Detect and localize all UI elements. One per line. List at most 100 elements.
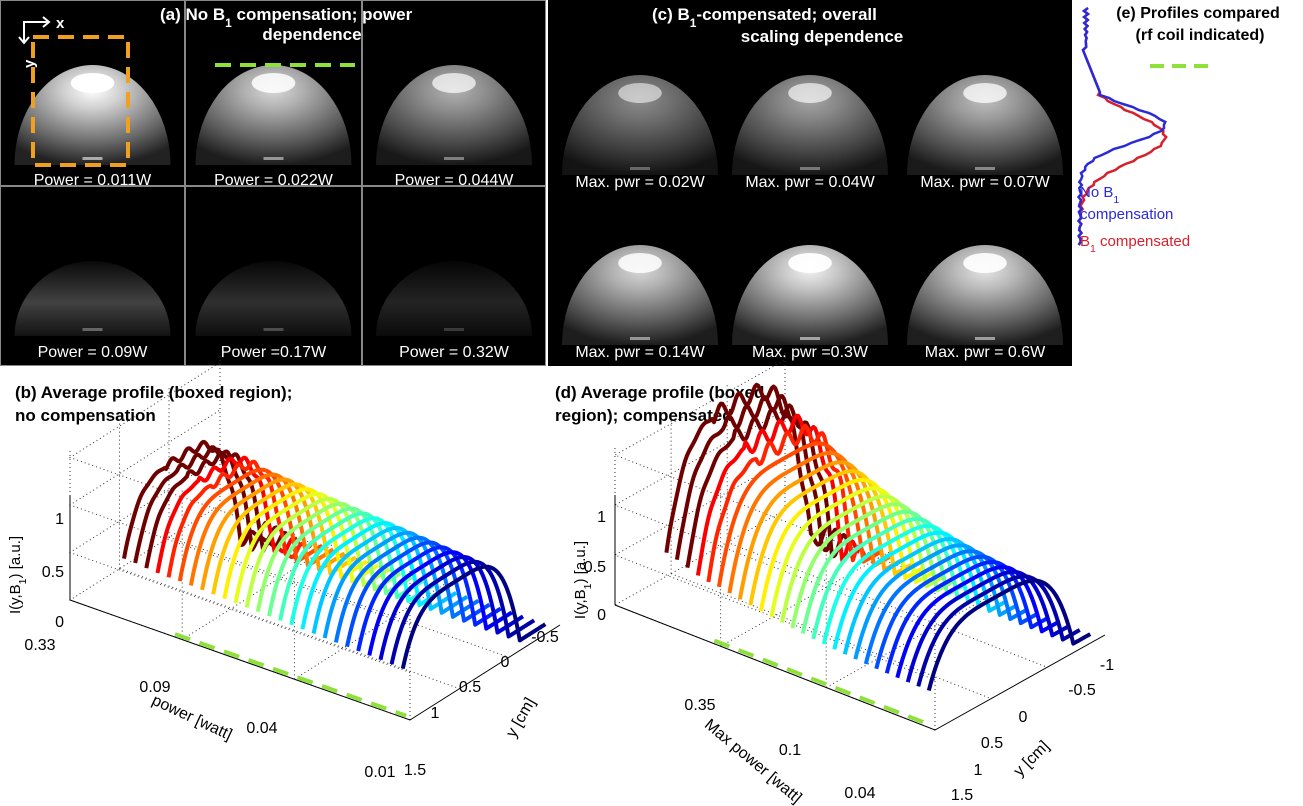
text-part: y [cm]	[1011, 738, 1053, 780]
text-part: dependence	[262, 25, 361, 44]
text-part: power [watt]	[149, 692, 234, 744]
panel-title: (rf coil indicated)	[1136, 27, 1265, 44]
text-part: x	[56, 15, 65, 32]
text-part: compensation	[1080, 206, 1173, 223]
text-part: 0.35	[684, 697, 715, 714]
phantom-marker	[800, 337, 820, 340]
text-part: Max power [watt]	[701, 716, 805, 806]
text-part: (b) Average profile (boxed region);	[15, 383, 292, 402]
image-label: Max. pwr =0.3W	[752, 344, 869, 361]
text-part: 1	[55, 511, 64, 528]
phantom-cap	[788, 253, 832, 273]
text-part: -0.5	[1068, 682, 1096, 699]
text-part: 1	[431, 705, 440, 722]
legend-label: compensation	[1080, 206, 1173, 223]
power-tick-label: 0.35	[684, 697, 715, 714]
text-part: Max. pwr = 0.6W	[925, 344, 1046, 361]
phantom-marker	[630, 167, 650, 170]
power-tick-label: 0.33	[24, 637, 55, 654]
text-part: Power = 0.09W	[38, 344, 149, 361]
phantom-cap	[788, 83, 832, 103]
text-part: -compensated; overall	[696, 5, 876, 24]
panel-title: (d) Average profile (boxed	[555, 383, 764, 402]
text-part: 0.04	[844, 785, 875, 802]
page: Power = 0.011WPower = 0.09WPower = 0.022…	[0, 0, 1303, 806]
y-axis-label: y [cm]	[1011, 738, 1053, 780]
image-label: Power =0.17W	[221, 344, 327, 361]
text-part: 1	[597, 509, 606, 526]
panel-title: scaling dependence	[741, 27, 904, 46]
text-part: y	[21, 59, 38, 68]
legend-label: B1 compensated	[1080, 233, 1190, 255]
text-part: Power =0.17W	[221, 344, 327, 361]
text-part: ) [a.u.]	[572, 541, 589, 584]
text-part: B	[1080, 233, 1090, 250]
text-part: compensated	[1096, 233, 1190, 250]
text-part: (d) Average profile (boxed	[555, 383, 764, 402]
y-tick-label: 0	[1019, 709, 1028, 726]
text-part: 0	[55, 614, 64, 631]
power-axis-label: Max power [watt]	[701, 716, 805, 806]
power-axis-label: power [watt]	[149, 692, 234, 744]
image-label: Max. pwr = 0.02W	[575, 174, 705, 191]
text-part: 0.33	[24, 637, 55, 654]
text-part: 0	[597, 607, 606, 624]
text-part: Max. pwr = 0.04W	[745, 174, 875, 191]
phantom-marker	[975, 167, 995, 170]
z-tick-label: 0	[55, 614, 64, 631]
phantom-cap	[71, 73, 115, 93]
text-part: No B	[1080, 184, 1113, 201]
phantom-cap	[432, 73, 476, 93]
text-part: scaling dependence	[741, 27, 904, 46]
y-tick-label: 1	[974, 762, 983, 779]
text-part: (a) No B	[160, 5, 225, 24]
phantom-cap	[963, 83, 1007, 103]
text-part: no compensation	[15, 406, 156, 425]
panel-title: no compensation	[15, 406, 156, 425]
text-part: (c) B	[652, 5, 690, 24]
text-part: 1.5	[404, 762, 426, 779]
y-tick-label: -0.5	[1068, 682, 1096, 699]
power-tick-label: 0.04	[844, 785, 875, 802]
power-tick-label: 0.01	[364, 764, 395, 781]
text-part: I(y,B	[572, 589, 589, 619]
text-part: Max. pwr = 0.02W	[575, 174, 705, 191]
coil-marker	[714, 641, 932, 726]
text-part: 0.1	[779, 742, 801, 759]
text-part: compensation; power	[232, 5, 413, 24]
figure: Power = 0.011WPower = 0.09WPower = 0.022…	[0, 0, 1303, 806]
text-part: 0.04	[246, 720, 277, 737]
panel-title: dependence	[262, 25, 361, 44]
y-tick-label: -1	[1100, 657, 1114, 674]
phantom-marker	[444, 157, 464, 160]
phantom-marker	[83, 328, 103, 331]
z-tick-label: 0.5	[42, 564, 64, 581]
legend-label: No B1	[1080, 184, 1119, 206]
text-part: Max. pwr = 0.14W	[575, 344, 705, 361]
phantom-marker	[630, 337, 650, 340]
grid-line	[671, 574, 991, 699]
text-part: 0.01	[364, 764, 395, 781]
phantom-marker	[83, 157, 103, 160]
z-axis-label: I(y,B1) [a.u.]	[572, 541, 594, 619]
phantom-marker	[444, 328, 464, 331]
text-part: Power = 0.32W	[399, 344, 510, 361]
z-tick-label: 1	[597, 509, 606, 526]
phantom-marker	[264, 328, 284, 331]
text-part: 0.5	[42, 564, 64, 581]
panel-title: (e) Profiles compared	[1116, 5, 1280, 22]
y-tick-label: 0.5	[459, 679, 481, 696]
power-tick-label: 0.04	[246, 720, 277, 737]
text-part: y [cm]	[503, 695, 539, 740]
image-label: Power = 0.32W	[399, 344, 510, 361]
phantom-cap	[618, 253, 662, 273]
image-label: Power = 0.09W	[38, 344, 149, 361]
z-tick-label: 0	[597, 607, 606, 624]
phantom-marker	[800, 167, 820, 170]
phantom-cap	[963, 253, 1007, 273]
text-part: -1	[1100, 657, 1114, 674]
y-tick-label: 0	[501, 654, 510, 671]
z-axis-label: I(y,B1) [a.u.]	[7, 536, 29, 614]
axis-label: x	[56, 15, 65, 32]
text-part: I(y,B	[7, 584, 24, 614]
